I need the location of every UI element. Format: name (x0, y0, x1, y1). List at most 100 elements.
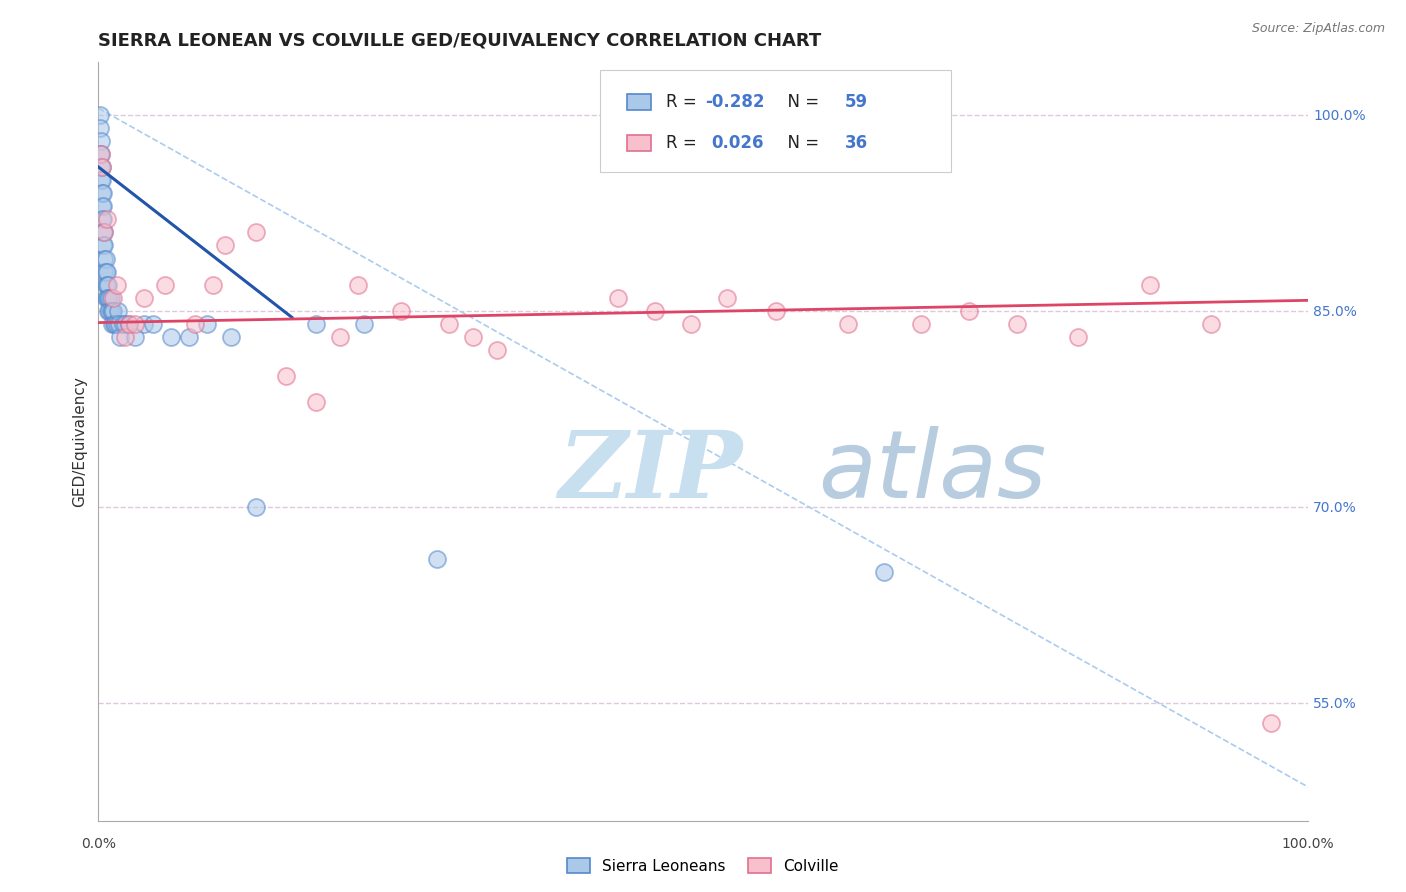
Point (274, 369, 297, 384)
Text: SIERRA LEONEAN VS COLVILLE GED/EQUIVALENCY CORRELATION CHART: SIERRA LEONEAN VS COLVILLE GED/EQUIVALEN… (98, 32, 821, 50)
Point (91, 212, 114, 227)
Point (184, 317, 207, 331)
Text: 59: 59 (845, 93, 868, 111)
Point (91, 186, 114, 201)
Point (89, 147, 111, 161)
Text: Source: ZipAtlas.com: Source: ZipAtlas.com (1251, 22, 1385, 36)
Point (101, 291, 124, 305)
Point (93, 226, 115, 240)
Point (873, 566, 896, 580)
Point (910, 317, 932, 331)
Text: R =: R = (665, 93, 702, 111)
FancyBboxPatch shape (627, 135, 651, 152)
Point (91, 186, 114, 201)
Text: ZIP: ZIP (558, 427, 742, 516)
Point (134, 317, 156, 331)
Point (1139, 277, 1161, 292)
Point (142, 317, 165, 331)
Point (90, 160, 112, 174)
Text: N =: N = (776, 93, 824, 111)
Point (96, 291, 118, 305)
Point (91, 199, 114, 213)
Point (716, 291, 738, 305)
Point (93, 264, 115, 278)
Point (1260, 715, 1282, 730)
Point (329, 330, 352, 344)
Point (124, 330, 146, 344)
Point (118, 317, 141, 331)
Text: 36: 36 (845, 134, 868, 152)
Text: 100.0%: 100.0% (1281, 838, 1334, 851)
Point (91, 212, 114, 227)
Point (463, 330, 485, 344)
Point (94, 264, 117, 278)
Point (100, 303, 122, 318)
FancyBboxPatch shape (600, 70, 950, 172)
Point (105, 317, 128, 331)
Point (96, 264, 118, 278)
Point (90, 134, 112, 148)
Point (114, 330, 136, 344)
Point (94, 277, 117, 292)
Point (644, 303, 666, 318)
Point (214, 238, 236, 252)
Text: N =: N = (776, 134, 824, 152)
Point (100, 317, 122, 331)
Point (101, 303, 124, 318)
Point (90, 147, 112, 161)
Point (94, 252, 117, 266)
Point (837, 317, 859, 331)
Point (90, 173, 112, 187)
Point (347, 277, 370, 292)
Point (245, 500, 267, 514)
Point (96, 277, 118, 292)
Point (426, 552, 449, 566)
Point (108, 330, 131, 344)
Point (100, 303, 122, 318)
Point (124, 317, 146, 331)
Point (486, 343, 509, 357)
Point (114, 317, 136, 331)
Point (1067, 330, 1090, 344)
Point (97, 277, 120, 292)
Point (221, 330, 243, 344)
Point (437, 317, 460, 331)
Text: 0.0%: 0.0% (82, 838, 115, 851)
Point (91, 199, 114, 213)
Point (765, 303, 787, 318)
Point (105, 277, 128, 292)
Point (91, 160, 114, 174)
Point (179, 330, 201, 344)
Point (91, 160, 114, 174)
Point (153, 277, 176, 292)
Point (134, 291, 156, 305)
Point (202, 277, 225, 292)
Point (1007, 317, 1029, 331)
Point (103, 317, 125, 331)
Point (93, 238, 115, 252)
Text: R =: R = (665, 134, 707, 152)
Point (107, 303, 129, 318)
Point (108, 317, 131, 331)
Point (957, 303, 980, 318)
Point (607, 291, 630, 305)
Text: -0.282: -0.282 (706, 93, 765, 111)
Point (98, 303, 121, 318)
Point (91, 226, 114, 240)
Text: 0.026: 0.026 (711, 134, 763, 152)
Point (111, 317, 134, 331)
Point (97, 291, 120, 305)
Point (93, 226, 115, 240)
Point (96, 212, 118, 227)
Point (100, 291, 122, 305)
Point (91, 238, 114, 252)
Point (89, 120, 111, 135)
Point (160, 330, 183, 344)
Point (245, 226, 267, 240)
Point (353, 317, 375, 331)
Point (679, 317, 702, 331)
Point (1199, 317, 1222, 331)
Point (97, 303, 120, 318)
Point (89, 108, 111, 122)
Point (93, 252, 115, 266)
